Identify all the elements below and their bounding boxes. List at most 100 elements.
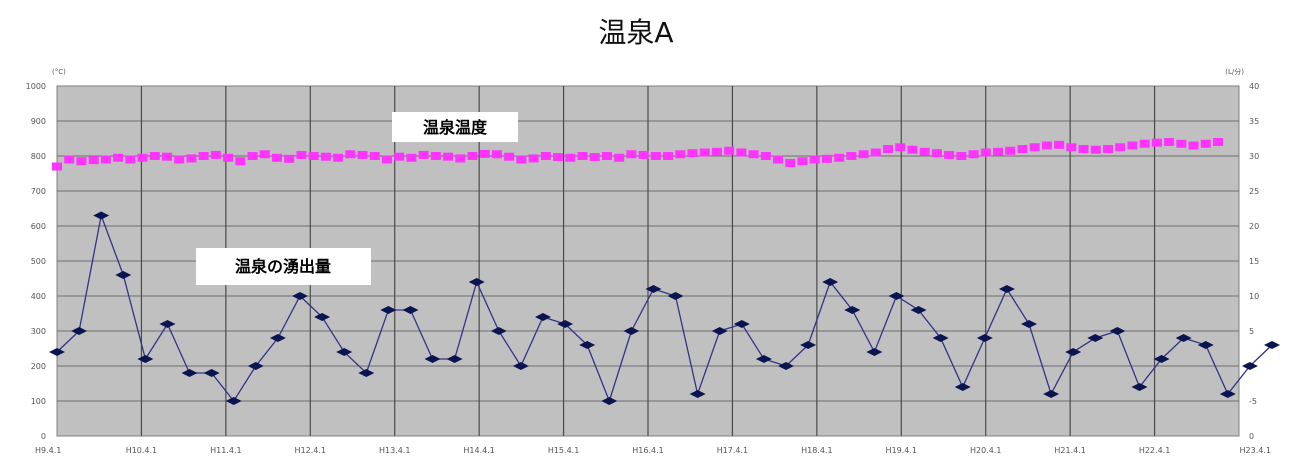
flow-point [1087, 334, 1104, 342]
temperature-point [834, 153, 845, 162]
flow-point [490, 327, 507, 335]
temperature-point [650, 152, 661, 160]
flow-point [733, 320, 750, 328]
flow-point [910, 306, 927, 314]
flow-point [247, 362, 264, 370]
temperature-point [931, 149, 942, 158]
x-tick-label: H13.4.1 [379, 446, 410, 455]
temperature-point [210, 150, 221, 159]
temperature-point [308, 152, 319, 160]
temperature-point [369, 152, 380, 160]
left-axis-ticks: 0 100 200 300 400 500 600 700 800 900 1000 [26, 82, 46, 441]
temperature-point [821, 154, 832, 163]
temperature-point [284, 154, 295, 163]
flow-point [380, 306, 397, 314]
flow-line [56, 213, 1273, 403]
annotation-temperature-label: 温泉温度 [422, 118, 488, 137]
series-temperature [52, 138, 1223, 171]
temperature-point [52, 162, 62, 171]
flow-point [71, 327, 88, 335]
temperature-point [455, 154, 466, 163]
right-tick-label: 15 [1249, 257, 1259, 266]
temperature-point [1151, 138, 1162, 147]
temperature-point [1054, 140, 1065, 149]
flow-point [1109, 327, 1126, 335]
flow-point [512, 362, 529, 370]
flow-point [1219, 390, 1236, 398]
left-tick-label: 500 [31, 257, 46, 266]
left-tick-label: 100 [31, 397, 46, 406]
flow-point [1021, 320, 1037, 328]
x-axis-ticks: H9.4.1 H10.4.1 H11.4.1 H12.4.1 H13.4.1 H14.4.… [35, 446, 1271, 455]
temperature-point [895, 143, 906, 152]
flow-point [203, 369, 220, 377]
temperature-point [223, 153, 234, 162]
flow-point [579, 341, 596, 349]
x-tick-label: H23.4.1 [1240, 446, 1271, 455]
temperature-point [565, 153, 576, 162]
temperature-point [113, 153, 124, 162]
flow-point [601, 397, 618, 405]
temperature-point [1090, 145, 1101, 154]
left-tick-label: 200 [31, 362, 46, 371]
temperature-point [247, 152, 258, 160]
x-tick-label: H10.4.1 [126, 446, 157, 455]
temperature-point [907, 145, 918, 154]
temperature-point [271, 153, 282, 162]
left-axis-unit: (°C) [52, 68, 66, 76]
right-tick-label: 5 [1249, 327, 1254, 336]
temperature-point [980, 148, 991, 157]
left-tick-label: 800 [31, 152, 46, 161]
temperature-point [1103, 145, 1114, 153]
temperature-point [235, 157, 246, 166]
x-tick-label: H22.4.1 [1139, 446, 1170, 455]
temperature-point [1066, 143, 1077, 152]
x-tick-label: H11.4.1 [210, 446, 241, 455]
x-tick-label: H9.4.1 [35, 446, 61, 455]
left-tick-label: 700 [31, 187, 46, 196]
flow-point [557, 320, 574, 328]
right-tick-label: 0 [1249, 432, 1254, 441]
x-tick-label: H21.4.1 [1054, 446, 1085, 455]
temperature-point [161, 152, 172, 161]
x-tick-label: H20.4.1 [970, 446, 1001, 455]
flow-point [1153, 355, 1170, 363]
flow-point [49, 348, 65, 356]
left-tick-label: 300 [31, 327, 46, 336]
temperature-point [406, 153, 417, 162]
temperature-point [846, 152, 857, 160]
flow-point [1065, 348, 1082, 356]
temperature-point [1017, 145, 1028, 153]
temperature-point [601, 152, 612, 160]
temperature-point [956, 152, 967, 160]
temperature-point [724, 146, 735, 155]
right-tick-label: 30 [1249, 152, 1259, 161]
temperature-point [540, 152, 551, 160]
temperature-point [858, 150, 869, 159]
flow-point [844, 306, 861, 314]
temperature-point [1078, 145, 1089, 153]
flow-point [1175, 334, 1192, 342]
temperature-point [1115, 143, 1126, 152]
temperature-point [504, 152, 515, 161]
flow-point [976, 334, 993, 342]
flow-point [336, 348, 353, 356]
temperature-point [883, 145, 894, 153]
temperature-point [357, 150, 368, 159]
x-tick-label: H12.4.1 [295, 446, 326, 455]
left-tick-label: 600 [31, 222, 46, 231]
flow-point [888, 292, 905, 300]
temperature-point [1200, 139, 1211, 148]
temperature-point [553, 153, 564, 162]
flow-point [402, 306, 419, 314]
flow-point [954, 383, 971, 391]
flow-point [424, 355, 441, 363]
temperature-point [944, 150, 955, 159]
right-axis-unit: (L/分) [1225, 67, 1244, 76]
flow-point [269, 334, 286, 342]
temperature-point [1127, 141, 1138, 150]
flow-point [1241, 362, 1258, 370]
flow-point [1043, 390, 1060, 398]
temperature-point [198, 152, 209, 160]
